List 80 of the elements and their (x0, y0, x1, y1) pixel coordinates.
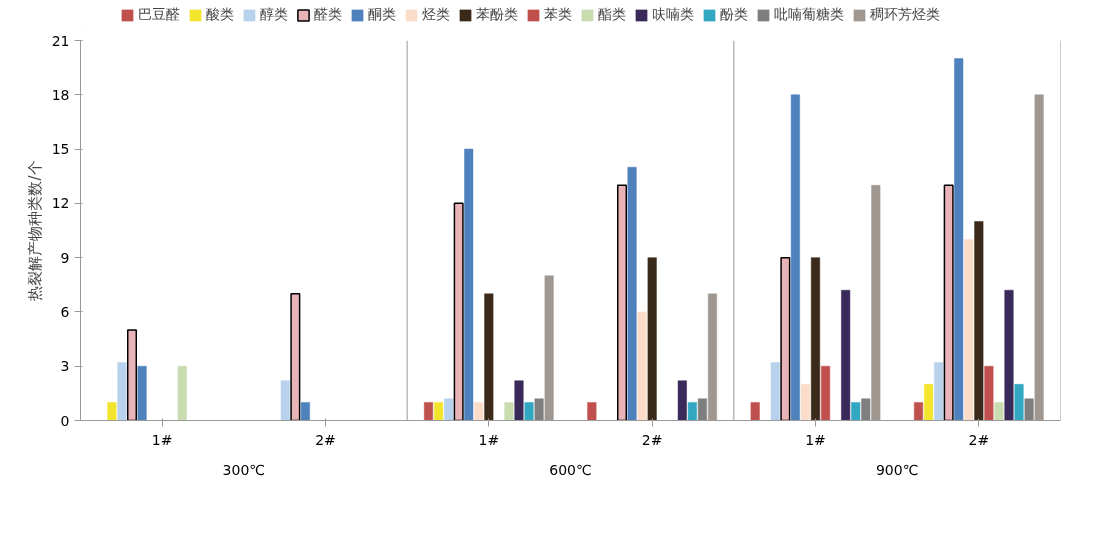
text: 300℃ (222, 461, 266, 478)
bar (514, 380, 524, 421)
bar (954, 58, 964, 421)
bar (137, 365, 147, 421)
bar (290, 293, 301, 421)
legend-label: 吡喃葡糖类 (774, 6, 844, 24)
bar (280, 380, 290, 421)
legend-label: 酸类 (206, 6, 234, 24)
bar (934, 362, 944, 421)
bar (524, 402, 534, 421)
bar (861, 398, 871, 421)
bar (697, 398, 707, 421)
bar (177, 365, 187, 421)
bar (534, 398, 544, 421)
legend-label: 烃类 (422, 6, 450, 24)
legend-label: 巴豆醛 (138, 6, 180, 24)
bar (810, 257, 821, 421)
bar (107, 402, 117, 421)
bar (974, 221, 984, 421)
bar (1024, 398, 1034, 421)
bar (474, 402, 484, 421)
bar (464, 148, 474, 421)
bar (637, 311, 647, 421)
bar (627, 166, 637, 421)
bar (821, 365, 831, 421)
y-tick-label: 9 (60, 249, 70, 266)
bar (687, 402, 697, 421)
bar (924, 384, 934, 421)
bar (943, 184, 954, 421)
bar (1014, 384, 1024, 421)
bar (800, 384, 810, 421)
x-tick-label: 2# (315, 431, 336, 448)
legend-label: 呋喃类 (652, 6, 694, 24)
bar (750, 402, 760, 421)
x-tick-label: 1# (805, 431, 826, 448)
legend-label: 酮类 (368, 6, 396, 24)
bar (851, 402, 861, 421)
x-tick-label: 2# (641, 431, 663, 448)
text: 600℃ (549, 461, 592, 478)
bar (1004, 289, 1014, 421)
bar (587, 402, 597, 421)
bar (484, 293, 494, 421)
text: 900℃ (875, 461, 919, 478)
y-axis-title: 热裂解产物种类数/个 (25, 160, 44, 301)
y-tick-label: 18 (51, 86, 70, 103)
bar (964, 239, 974, 421)
bar (841, 289, 851, 421)
y-tick-label: 6 (60, 303, 70, 320)
legend-label: 醛类 (314, 6, 342, 24)
legend-label: 苯酚类 (476, 6, 518, 24)
bar (126, 329, 138, 421)
y-tick-label: 3 (60, 358, 70, 375)
y-tick-label: 15 (51, 141, 70, 158)
x-tick-label: 2# (968, 431, 990, 448)
legend-label: 醇类 (260, 6, 288, 24)
bar (914, 402, 924, 421)
bar (453, 202, 464, 421)
bar (424, 402, 434, 421)
bar (434, 402, 444, 421)
y-tick-label: 0 (60, 412, 70, 429)
legend-label: 酯类 (598, 6, 626, 24)
x-tick-label: 1# (151, 431, 173, 448)
bar (770, 362, 780, 421)
legend-label: 稠环芳烃类 (870, 6, 940, 24)
bar (300, 402, 310, 421)
y-tick-label: 21 (51, 32, 70, 49)
bar (117, 362, 127, 421)
bar (504, 402, 514, 421)
bar (790, 94, 800, 421)
legend-label: 苯类 (544, 6, 572, 24)
bar (994, 402, 1004, 421)
bar (444, 398, 454, 421)
bar (780, 256, 791, 421)
bar (984, 365, 994, 421)
bar (677, 380, 687, 421)
x-tick-label: 1# (478, 431, 500, 448)
bar (616, 184, 628, 421)
legend-label: 酚类 (720, 6, 748, 24)
y-tick-label: 12 (51, 195, 70, 212)
bar (647, 257, 657, 421)
